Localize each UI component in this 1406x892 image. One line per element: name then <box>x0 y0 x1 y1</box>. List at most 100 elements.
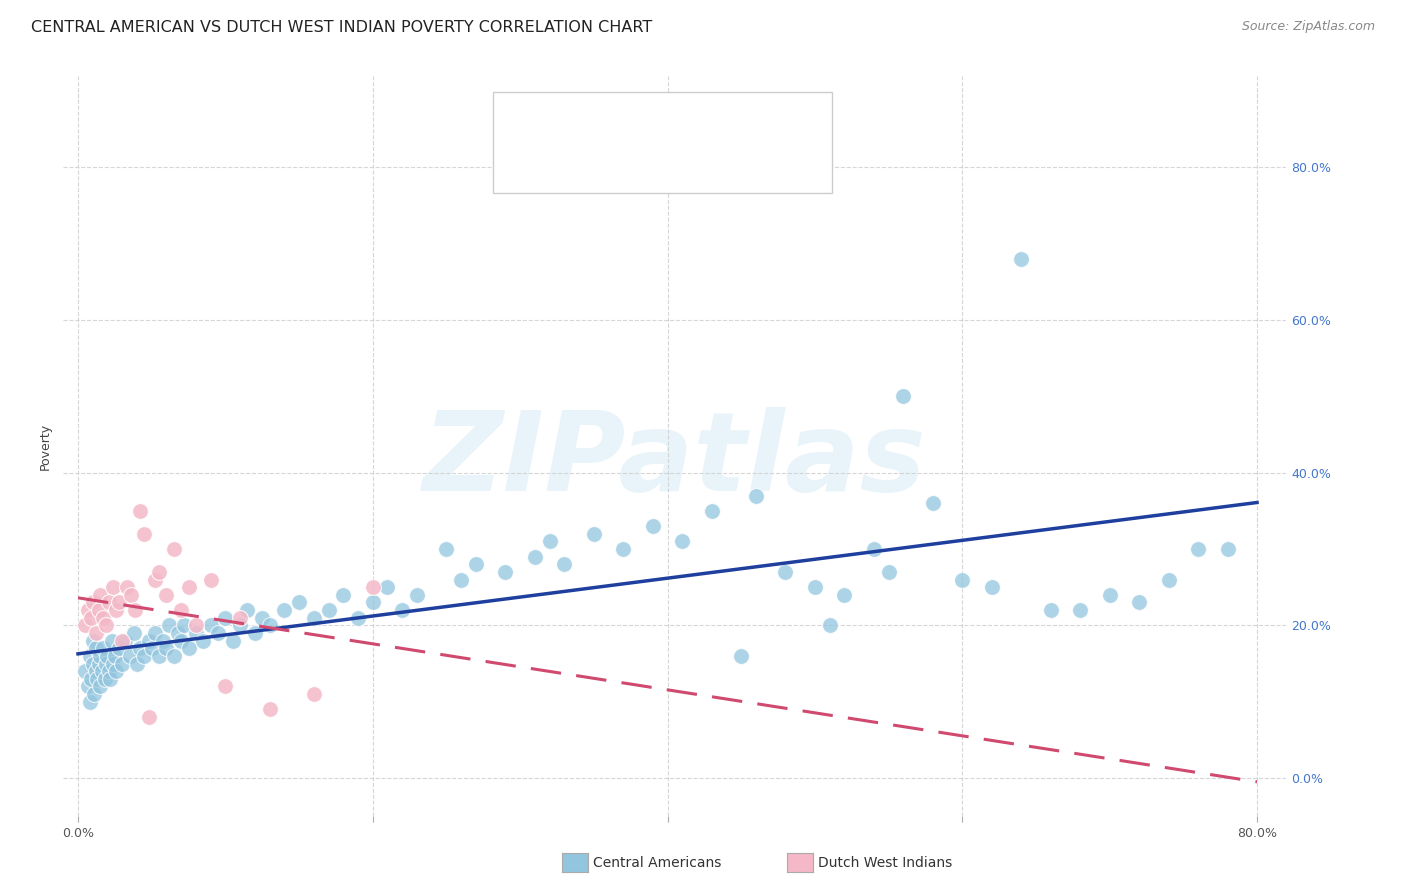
Point <box>302 687 325 701</box>
Point <box>641 519 664 533</box>
Point <box>89 680 111 694</box>
Point <box>921 496 943 510</box>
Point <box>818 618 841 632</box>
Point <box>1098 588 1121 602</box>
Text: CENTRAL AMERICAN VS DUTCH WEST INDIAN POVERTY CORRELATION CHART: CENTRAL AMERICAN VS DUTCH WEST INDIAN PO… <box>31 20 652 35</box>
Point <box>243 626 266 640</box>
Point <box>332 588 354 602</box>
Point <box>200 573 222 587</box>
Point <box>877 565 900 579</box>
Point <box>1039 603 1062 617</box>
Point <box>82 633 104 648</box>
Point <box>167 626 190 640</box>
Point <box>94 618 117 632</box>
Point <box>494 565 516 579</box>
Point <box>207 626 229 640</box>
Point <box>406 588 429 602</box>
Point <box>730 648 752 663</box>
Point <box>214 611 236 625</box>
Point <box>193 633 215 648</box>
Point <box>157 618 180 632</box>
Point <box>1010 252 1032 266</box>
Text: Source: ZipAtlas.com: Source: ZipAtlas.com <box>1241 20 1375 33</box>
Point <box>671 534 693 549</box>
Point <box>177 580 200 594</box>
Point <box>97 595 120 609</box>
Point <box>108 595 131 609</box>
Point <box>97 664 120 678</box>
Point <box>391 603 413 617</box>
Point <box>1128 595 1150 609</box>
Point <box>83 687 105 701</box>
Point <box>115 580 138 594</box>
Point <box>80 611 103 625</box>
Point <box>950 573 973 587</box>
Text: 98: 98 <box>693 110 716 128</box>
Point <box>177 641 200 656</box>
Point <box>91 641 114 656</box>
Point <box>79 648 101 663</box>
Point <box>302 611 325 625</box>
Point <box>229 618 252 632</box>
Point <box>436 542 458 557</box>
Point <box>129 641 152 656</box>
Point <box>980 580 1002 594</box>
Point <box>103 580 125 594</box>
Point <box>347 611 370 625</box>
Point <box>222 633 245 648</box>
Point <box>111 633 134 648</box>
Point <box>170 633 193 648</box>
Point <box>96 648 118 663</box>
Point <box>700 504 723 518</box>
Point <box>582 526 605 541</box>
Point <box>361 580 384 594</box>
Point <box>79 695 101 709</box>
Point <box>108 641 131 656</box>
Point <box>77 680 100 694</box>
Point <box>538 534 561 549</box>
Point <box>101 633 124 648</box>
Point <box>1157 573 1180 587</box>
Point <box>1187 542 1209 557</box>
Point <box>84 664 107 678</box>
Point <box>259 702 281 716</box>
Point <box>114 633 136 648</box>
Point <box>82 595 104 609</box>
Point <box>138 633 160 648</box>
Point <box>259 618 281 632</box>
Point <box>155 588 177 602</box>
Point <box>1069 603 1091 617</box>
Point <box>129 504 152 518</box>
Point <box>111 657 134 671</box>
Point <box>891 389 914 403</box>
Point <box>100 672 122 686</box>
Point <box>863 542 886 557</box>
Point <box>87 657 110 671</box>
Point <box>138 710 160 724</box>
Point <box>214 680 236 694</box>
Point <box>163 648 186 663</box>
Point <box>105 603 128 617</box>
Text: 0.354: 0.354 <box>591 110 643 128</box>
Text: Dutch West Indians: Dutch West Indians <box>818 856 952 871</box>
Point <box>252 611 274 625</box>
Point <box>170 603 193 617</box>
Text: 0.122: 0.122 <box>595 158 647 176</box>
Point <box>464 558 486 572</box>
Point <box>93 672 115 686</box>
Point <box>184 626 207 640</box>
Point <box>103 657 125 671</box>
Point <box>152 633 174 648</box>
Point <box>75 618 97 632</box>
Point <box>75 664 97 678</box>
Y-axis label: Poverty: Poverty <box>39 423 52 469</box>
Point <box>163 542 186 557</box>
Point <box>124 603 146 617</box>
Text: N =: N = <box>650 110 697 128</box>
Point <box>84 626 107 640</box>
Point <box>450 573 472 587</box>
Point <box>120 588 142 602</box>
Point <box>141 641 163 656</box>
Point <box>229 611 252 625</box>
Point <box>200 618 222 632</box>
